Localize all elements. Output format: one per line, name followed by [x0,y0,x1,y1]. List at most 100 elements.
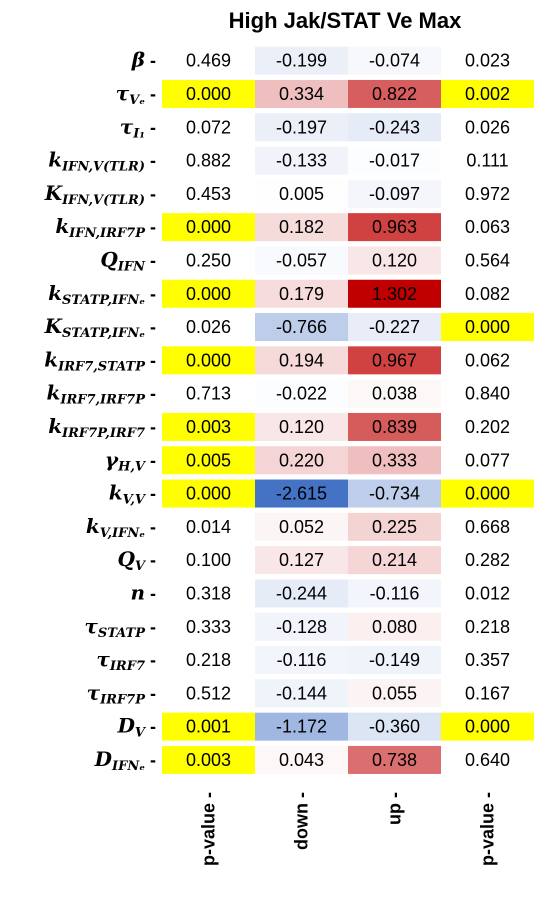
heatmap-cell [348,745,441,774]
cell-value-label: 0.840 [465,384,510,404]
heatmap-cell [162,412,255,441]
heatmap-cell [162,79,255,108]
heatmap-cell [348,446,441,475]
heatmap-cell [348,213,441,242]
cell-value-label: 0.334 [279,84,324,104]
cell-value-label: -0.144 [276,683,327,703]
cell-value-label: -0.766 [276,317,327,337]
cell-value-label: 0.963 [372,217,417,237]
chart-title: High Jak/STAT Ve Max [228,8,462,33]
heatmap-cell [255,712,348,741]
heatmap-cell [255,279,348,308]
row-label: τVₑ - [116,81,156,108]
cell-value-label: 0.055 [372,683,417,703]
cell-value-label: 0.218 [186,650,231,670]
heatmap-cell [255,313,348,342]
cell-value-label: 0.282 [465,550,510,570]
cell-value-label: 0.453 [186,184,231,204]
cell-value-label: 0.333 [186,617,231,637]
cell-value-label: 0.052 [279,517,324,537]
row-label: kV,V - [109,481,156,508]
heatmap-cell [348,279,441,308]
cell-value-label: 0.038 [372,384,417,404]
heatmap-cell [348,346,441,375]
cell-value-label: -0.227 [369,317,420,337]
heatmap-cell [441,479,534,508]
row-label: γH,V - [105,447,156,474]
heatmap-cell [348,679,441,708]
cell-value-label: 0.194 [279,350,324,370]
cell-value-label: 0.000 [186,350,231,370]
cell-value-label: 0.000 [465,717,510,737]
heatmap-cell [441,313,534,342]
cell-value-label: -0.116 [277,650,327,670]
cell-value-label: 0.003 [186,750,231,770]
cell-value-label: 0.713 [186,384,231,404]
cell-value-label: 0.014 [186,517,231,537]
cell-value-label: -0.133 [276,151,327,171]
column-label: down - [292,792,312,850]
row-label: τSTATP - [84,614,156,641]
cell-value-label: 0.179 [279,284,324,304]
cell-value-label: 0.564 [465,250,510,270]
heatmap-cell [348,546,441,575]
heatmap-cell [162,213,255,242]
heatmap-cell [348,113,441,142]
cell-value-label: 0.005 [279,184,324,204]
heatmap-cell [255,346,348,375]
cell-value-label: 0.080 [372,617,417,637]
heatmap-cell [162,479,255,508]
heatmap-cell [162,745,255,774]
heatmap-cell [255,446,348,475]
heatmap-cell [348,612,441,641]
cell-value-label: -0.116 [370,583,420,603]
cell-value-label: 0.000 [186,284,231,304]
cell-value-label: 0.318 [186,583,231,603]
row-label: kIRF7,STATP - [44,347,156,374]
cell-value-label: -0.128 [276,617,327,637]
heatmap-cell [255,46,348,75]
cell-value-label: -0.074 [369,51,420,71]
cell-value-label: 0.072 [186,117,231,137]
heatmap-cell [255,579,348,608]
cell-value-label: -1.172 [276,717,327,737]
column-label: up - [385,792,405,825]
cell-value-label: 0.000 [186,484,231,504]
cell-value-label: 0.001 [186,717,231,737]
cell-value-label: 0.214 [372,550,417,570]
heatmap-cell [255,179,348,208]
cell-value-label: 0.202 [465,417,510,437]
heatmap-cell [348,579,441,608]
heatmap-cell [255,246,348,275]
cell-value-label: -0.197 [276,117,327,137]
cell-value-label: 0.063 [465,217,510,237]
cell-value-label: 0.469 [186,51,231,71]
cell-value-label: 0.100 [186,550,231,570]
cell-value-label: 0.357 [465,650,510,670]
cell-value-label: 0.000 [465,484,510,504]
row-label: DIFNₑ - [94,747,156,774]
heatmap-cell [348,46,441,75]
heatmap-cell [348,313,441,342]
cell-value-label: 0.668 [465,517,510,537]
cell-value-label: 0.000 [186,217,231,237]
heatmap-cell [255,612,348,641]
cell-value-label: 0.972 [465,184,510,204]
row-label: QIFN - [100,247,156,274]
heatmap-cell [441,79,534,108]
heatmap-cell [348,79,441,108]
column-label: p-value - [478,792,498,866]
cell-value-label: 0.250 [186,250,231,270]
cell-value-label: 0.062 [465,350,510,370]
cell-value-label: 0.120 [372,250,417,270]
cell-value-label: -0.199 [276,51,327,71]
heatmap-cell [348,412,441,441]
heatmap-cell [255,679,348,708]
cell-value-label: -0.243 [369,117,420,137]
heatmap-cell [348,246,441,275]
cell-value-label: -0.022 [276,384,327,404]
heatmap-cell [441,712,534,741]
row-label: kIRF7P,IRF7 - [48,414,156,441]
heatmap-cell [255,512,348,541]
